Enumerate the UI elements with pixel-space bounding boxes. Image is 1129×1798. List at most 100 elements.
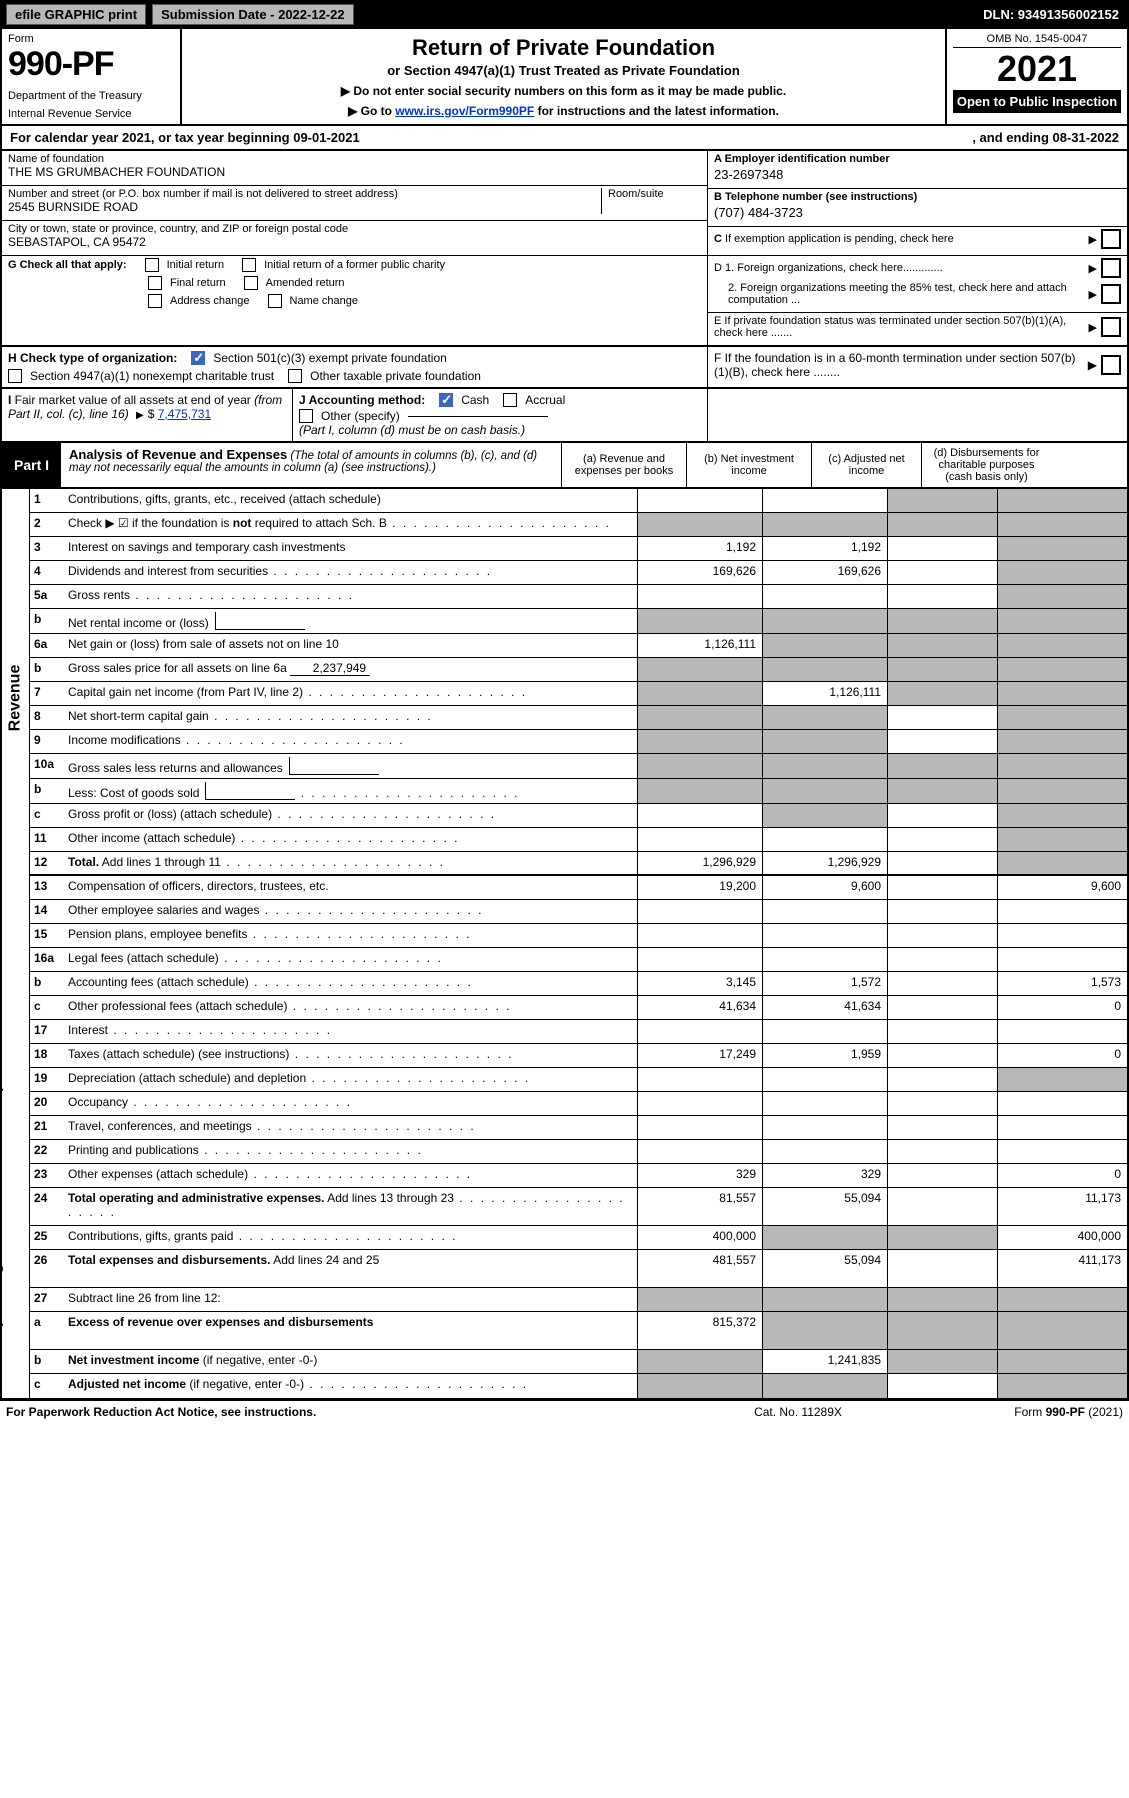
h-501c3-checkbox[interactable] bbox=[191, 351, 205, 365]
efile-topbar: efile GRAPHIC print Submission Date - 20… bbox=[0, 0, 1129, 29]
cell-a bbox=[637, 585, 762, 608]
cell-b: 1,192 bbox=[762, 537, 887, 560]
j-cash-checkbox[interactable] bbox=[439, 393, 453, 407]
row-number: 26 bbox=[30, 1250, 64, 1287]
c-checkbox[interactable] bbox=[1101, 229, 1121, 249]
row-label: Taxes (attach schedule) (see instruction… bbox=[64, 1044, 637, 1067]
table-row: 18Taxes (attach schedule) (see instructi… bbox=[30, 1044, 1127, 1068]
cell-b: 55,094 bbox=[762, 1188, 887, 1225]
fmv-value[interactable]: 7,475,731 bbox=[158, 407, 211, 421]
note-ssn: ▶ Do not enter social security numbers o… bbox=[192, 84, 935, 98]
cell-a bbox=[637, 1068, 762, 1091]
cell-a: 41,634 bbox=[637, 996, 762, 1019]
footer-catno: Cat. No. 11289X bbox=[673, 1405, 923, 1419]
cell-c bbox=[887, 1068, 997, 1091]
cell-a bbox=[637, 1020, 762, 1043]
efile-print-button[interactable]: efile GRAPHIC print bbox=[6, 4, 146, 25]
table-row: cAdjusted net income (if negative, enter… bbox=[30, 1374, 1127, 1398]
row-number: 4 bbox=[30, 561, 64, 584]
row-number: 27 bbox=[30, 1288, 64, 1311]
cell-a bbox=[637, 924, 762, 947]
row-number: 6a bbox=[30, 634, 64, 657]
cell-d: 0 bbox=[997, 1164, 1127, 1187]
h-other-checkbox[interactable] bbox=[288, 369, 302, 383]
row-number: 7 bbox=[30, 682, 64, 705]
table-row: 20Occupancy bbox=[30, 1092, 1127, 1116]
cell-c bbox=[887, 513, 997, 536]
j-other-checkbox[interactable] bbox=[299, 409, 313, 423]
table-row: bGross sales price for all assets on lin… bbox=[30, 658, 1127, 682]
row-number: 2 bbox=[30, 513, 64, 536]
cell-a bbox=[637, 1116, 762, 1139]
row-number: 25 bbox=[30, 1226, 64, 1249]
row-label: Other employee salaries and wages bbox=[64, 900, 637, 923]
f-label: F If the foundation is in a 60-month ter… bbox=[714, 351, 1080, 379]
row-number: 8 bbox=[30, 706, 64, 729]
cell-c bbox=[887, 804, 997, 827]
cell-b: 9,600 bbox=[762, 876, 887, 899]
h-i-j-row: H Check type of organization: Section 50… bbox=[0, 347, 1129, 389]
g-initial-former-checkbox[interactable] bbox=[242, 258, 256, 272]
cell-b bbox=[762, 1140, 887, 1163]
dept-treasury: Department of the Treasury bbox=[8, 90, 174, 102]
calendar-year-row: For calendar year 2021, or tax year begi… bbox=[0, 126, 1129, 151]
form-subtitle: or Section 4947(a)(1) Trust Treated as P… bbox=[192, 63, 935, 78]
cell-a: 1,192 bbox=[637, 537, 762, 560]
cell-a bbox=[637, 1350, 762, 1373]
cell-d bbox=[997, 585, 1127, 608]
row-label: Check ▶ ☑ if the foundation is not requi… bbox=[64, 513, 637, 536]
row-label: Accounting fees (attach schedule) bbox=[64, 972, 637, 995]
g-initial-checkbox[interactable] bbox=[145, 258, 159, 272]
row-number: c bbox=[30, 804, 64, 827]
g-final-checkbox[interactable] bbox=[148, 276, 162, 290]
row-label: Travel, conferences, and meetings bbox=[64, 1116, 637, 1139]
cell-a bbox=[637, 754, 762, 778]
cell-a: 400,000 bbox=[637, 1226, 762, 1249]
row-label: Excess of revenue over expenses and disb… bbox=[64, 1312, 637, 1349]
cell-d: 400,000 bbox=[997, 1226, 1127, 1249]
row-label: Other income (attach schedule) bbox=[64, 828, 637, 851]
cell-d bbox=[997, 537, 1127, 560]
f-checkbox[interactable] bbox=[1101, 355, 1121, 375]
room-label: Room/suite bbox=[608, 188, 701, 200]
table-row: 24Total operating and administrative exp… bbox=[30, 1188, 1127, 1226]
d2-checkbox[interactable] bbox=[1101, 284, 1121, 304]
cell-c bbox=[887, 537, 997, 560]
table-row: 12Total. Add lines 1 through 111,296,929… bbox=[30, 852, 1127, 876]
g-addr-change-checkbox[interactable] bbox=[148, 294, 162, 308]
table-row: 22Printing and publications bbox=[30, 1140, 1127, 1164]
cell-c bbox=[887, 1044, 997, 1067]
table-row: cGross profit or (loss) (attach schedule… bbox=[30, 804, 1127, 828]
addr-label: Number and street (or P.O. box number if… bbox=[8, 188, 601, 200]
table-row: 9Income modifications bbox=[30, 730, 1127, 754]
cell-d bbox=[997, 852, 1127, 874]
table-row: 14Other employee salaries and wages bbox=[30, 900, 1127, 924]
cell-d bbox=[997, 804, 1127, 827]
cell-a bbox=[637, 828, 762, 851]
ein-label: A Employer identification number bbox=[714, 153, 1121, 165]
row-number: 19 bbox=[30, 1068, 64, 1091]
table-row: 7Capital gain net income (from Part IV, … bbox=[30, 682, 1127, 706]
irs-line: Internal Revenue Service bbox=[8, 108, 174, 120]
h-4947-checkbox[interactable] bbox=[8, 369, 22, 383]
cell-c bbox=[887, 682, 997, 705]
cell-d: 411,173 bbox=[997, 1250, 1127, 1287]
col-a-header: (a) Revenue and expenses per books bbox=[561, 443, 686, 487]
cell-b bbox=[762, 585, 887, 608]
cell-b bbox=[762, 489, 887, 512]
table-row: 2Check ▶ ☑ if the foundation is not requ… bbox=[30, 513, 1127, 537]
g-name-change-checkbox[interactable] bbox=[268, 294, 282, 308]
j-accrual-checkbox[interactable] bbox=[503, 393, 517, 407]
part1-header: Part I Analysis of Revenue and Expenses … bbox=[0, 443, 1129, 489]
row-label: Gross profit or (loss) (attach schedule) bbox=[64, 804, 637, 827]
table-row: 3Interest on savings and temporary cash … bbox=[30, 537, 1127, 561]
cell-a bbox=[637, 1374, 762, 1398]
d1-checkbox[interactable] bbox=[1101, 258, 1121, 278]
cell-b bbox=[762, 804, 887, 827]
irs-link[interactable]: www.irs.gov/Form990PF bbox=[395, 104, 534, 118]
cell-b bbox=[762, 1020, 887, 1043]
e-checkbox[interactable] bbox=[1101, 317, 1121, 337]
cell-c bbox=[887, 585, 997, 608]
j-note: (Part I, column (d) must be on cash basi… bbox=[299, 423, 525, 437]
g-amended-checkbox[interactable] bbox=[244, 276, 258, 290]
